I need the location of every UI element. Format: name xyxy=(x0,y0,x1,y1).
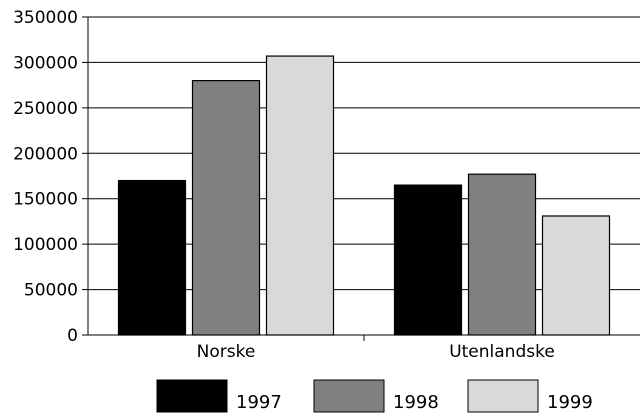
y-tick-label: 150000 xyxy=(13,190,78,210)
y-tick-label: 100000 xyxy=(13,235,78,255)
bars xyxy=(117,55,611,336)
legend-item-1999: 1999 xyxy=(467,379,593,413)
category-labels: Norske Utenlandske xyxy=(197,335,555,362)
legend-swatch xyxy=(467,379,539,413)
y-tick-label: 350000 xyxy=(13,8,78,28)
bar-1998-utenlandske xyxy=(467,173,537,336)
y-tick-label: 50000 xyxy=(24,281,78,301)
legend-swatch xyxy=(156,379,228,413)
legend-item-1998: 1998 xyxy=(313,379,439,413)
y-tick-label: 250000 xyxy=(13,99,78,119)
legend-label: 1999 xyxy=(547,392,593,413)
y-axis-tick-labels: 0 50000 100000 150000 200000 250000 300000 3500… xyxy=(13,8,88,346)
legend-swatch xyxy=(313,379,385,413)
y-tick-label: 0 xyxy=(67,326,78,346)
bar-1999-norske xyxy=(265,55,335,336)
bar-1999-utenlandske xyxy=(541,215,611,336)
legend: 1997 1998 1999 xyxy=(156,379,593,413)
bar-1997-utenlandske xyxy=(393,184,463,336)
legend-label: 1997 xyxy=(236,392,282,413)
bar-1997-norske xyxy=(117,179,187,336)
legend-item-1997: 1997 xyxy=(156,379,282,413)
y-tick-label: 300000 xyxy=(13,53,78,73)
legend-label: 1998 xyxy=(393,392,439,413)
y-tick-label: 200000 xyxy=(13,144,78,164)
category-label: Utenlandske xyxy=(449,342,555,362)
bar-1998-norske xyxy=(191,79,261,336)
category-label: Norske xyxy=(197,342,256,362)
